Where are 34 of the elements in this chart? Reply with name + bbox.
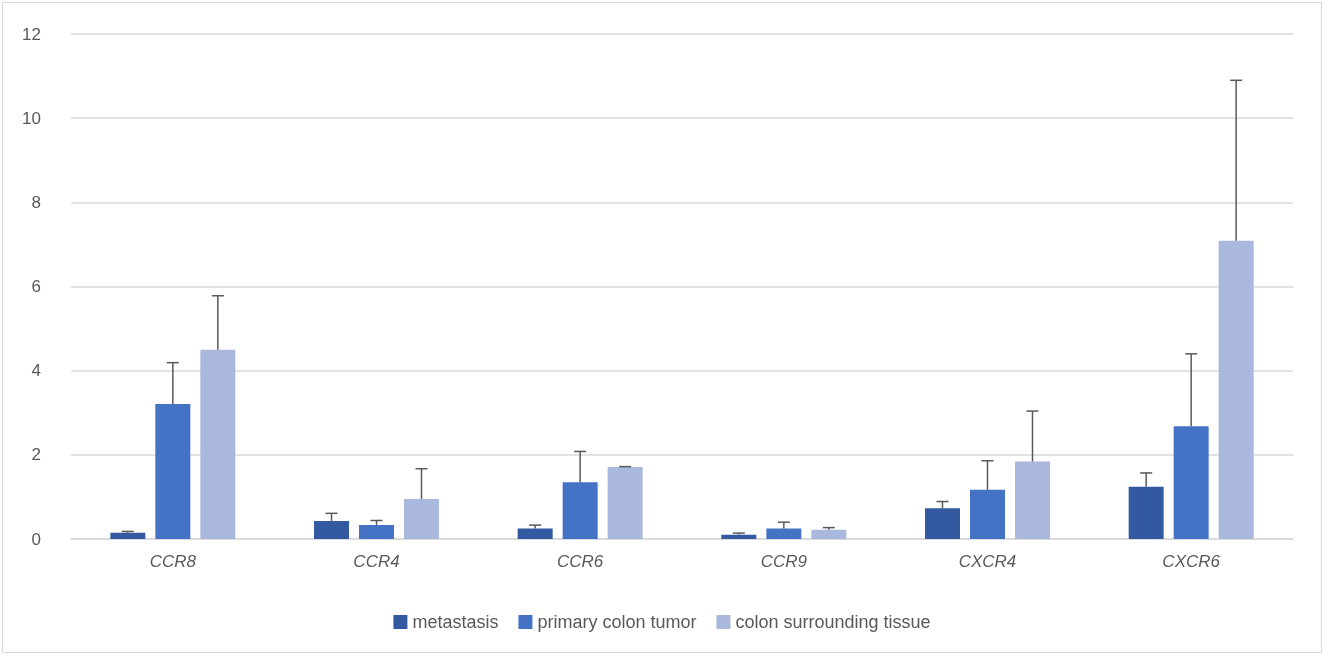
bar: [110, 532, 146, 539]
legend-label: metastasis: [412, 612, 499, 632]
bar: [517, 528, 553, 539]
x-tick-label: CCR4: [353, 552, 400, 571]
bar: [404, 499, 439, 539]
bar: [200, 349, 236, 539]
bar: [721, 534, 757, 539]
y-tick-label: 10: [22, 108, 41, 128]
legend-label: colon surrounding tissue: [735, 612, 931, 632]
y-tick-label: 12: [22, 24, 41, 44]
x-tick-label: CCR9: [760, 552, 808, 571]
y-tick-label: 6: [31, 277, 41, 296]
legend-label: primary colon tumor: [537, 612, 697, 632]
bar: [925, 508, 960, 539]
bar: [970, 489, 1005, 539]
y-tick-label: 8: [31, 192, 41, 212]
bar: [1218, 240, 1254, 539]
bar: [1173, 426, 1209, 539]
bar: [562, 482, 598, 539]
bar: [155, 403, 191, 539]
x-tick-label: CXCR6: [1162, 552, 1221, 571]
x-tick-label: CXCR4: [958, 552, 1017, 571]
bar: [314, 520, 349, 539]
bar: [811, 529, 847, 539]
bar: [1015, 461, 1050, 539]
bar: [359, 525, 394, 539]
x-tick-label: CCR6: [557, 552, 604, 571]
bar: [766, 528, 802, 539]
bar: [1128, 486, 1164, 539]
y-tick-label: 0: [31, 529, 41, 549]
x-tick-label: CCR8: [149, 552, 197, 571]
bar: [607, 467, 643, 539]
y-tick-label: 4: [31, 361, 41, 381]
y-tick-label: 2: [31, 445, 41, 465]
